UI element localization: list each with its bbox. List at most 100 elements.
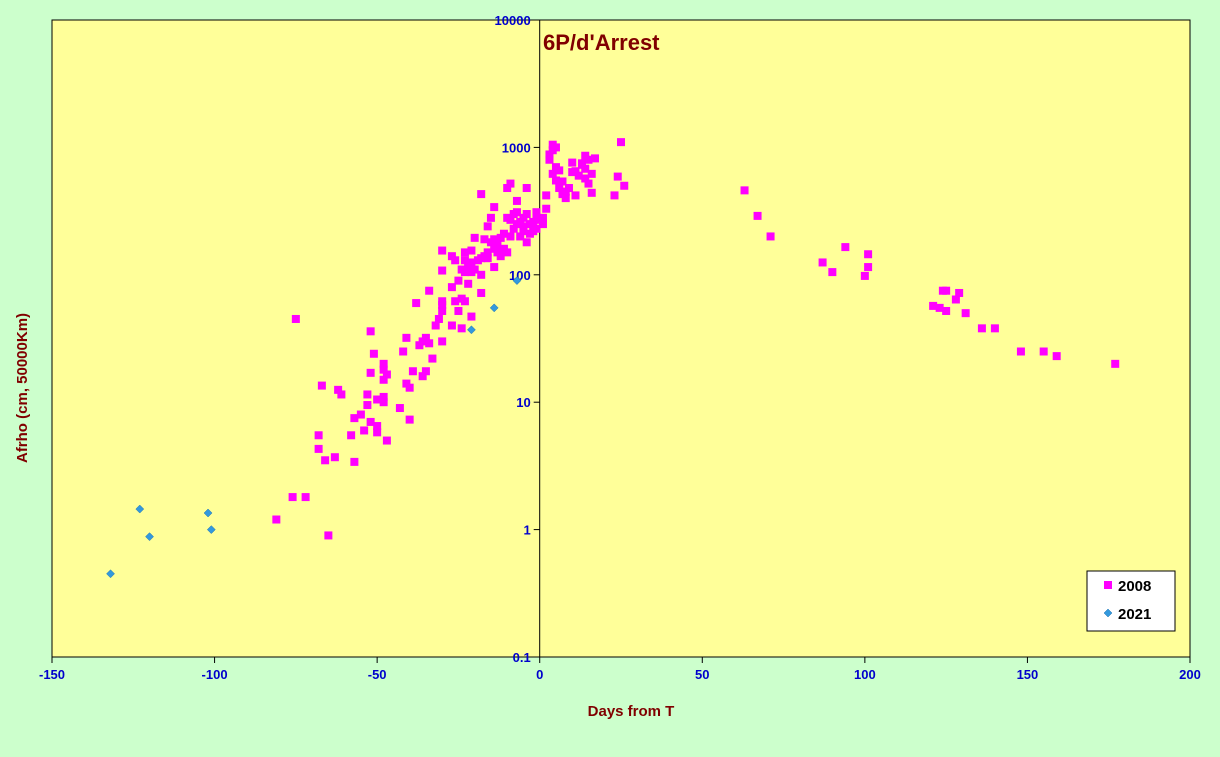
data-point-2008 [480,235,489,244]
data-point-2008 [590,154,599,163]
data-point-2008 [542,204,551,213]
data-point-2008 [1111,359,1120,368]
data-point-2008 [425,286,434,295]
data-point-2008 [587,169,596,178]
data-point-2008 [470,265,479,274]
data-point-2008 [516,217,525,226]
data-point-2008 [350,414,359,423]
data-point-2008 [438,337,447,346]
data-point-2008 [272,515,281,524]
y-tick-label: 1 [523,523,530,538]
x-tick-label: 0 [536,667,543,682]
legend-box [1086,570,1176,632]
data-point-2008 [477,270,486,279]
y-axis-title: Afrho (cm, 50000Km) [14,313,31,463]
data-point-2008 [561,194,570,203]
data-point-2008 [532,224,541,233]
data-point-2021 [106,569,115,579]
data-point-2008 [405,415,414,424]
data-point-2008 [460,256,469,265]
data-point-2008 [564,184,573,193]
data-point-2008 [451,297,460,306]
data-point-2008 [373,395,382,404]
data-point-2008 [291,314,300,323]
data-point-2008 [382,370,391,379]
data-point-2008 [506,215,515,224]
data-point-2008 [379,359,388,368]
data-point-2008 [766,232,775,241]
data-point-2008 [545,150,554,159]
data-point-2008 [467,258,476,267]
data-point-2008 [434,314,443,323]
data-point-2008 [574,171,583,180]
data-point-2008 [955,288,964,297]
data-point-2008 [457,324,466,333]
data-point-2008 [512,196,521,205]
data-point-2008 [405,383,414,392]
data-point-2021 [203,508,213,518]
data-point-2008 [977,324,986,333]
data-point-2008 [464,279,473,288]
data-point-2008 [431,321,440,330]
data-point-2008 [490,263,499,272]
data-point-2008 [584,179,593,188]
data-point-2008 [379,392,388,401]
data-point-2008 [490,235,499,244]
data-point-2008 [961,309,970,318]
data-point-2008 [314,444,323,453]
data-point-2008 [460,268,469,277]
data-point-2008 [753,211,762,220]
data-point-2008 [477,288,486,297]
data-point-2008 [379,375,388,384]
data-point-2008 [519,227,528,236]
x-tick-label: -150 [39,667,65,682]
data-point-2008 [447,283,456,292]
data-point-2008 [503,248,512,257]
data-point-2008 [551,176,560,185]
data-point-2021 [467,325,476,335]
x-tick-label: 150 [1017,667,1039,682]
data-point-2008 [1039,347,1048,356]
data-point-2008 [421,367,430,376]
data-point-2008 [522,184,531,193]
data-point-2008 [522,238,531,247]
data-point-2008 [584,155,593,164]
data-point-2008 [951,295,960,304]
legend-label-2021: 2021 [1118,606,1151,623]
data-point-2008 [486,213,495,222]
data-point-2008 [483,254,492,263]
x-tick-label: 50 [695,667,709,682]
data-point-2008 [571,167,580,176]
x-tick-label: -100 [202,667,228,682]
data-point-2008 [402,333,411,342]
data-point-2008 [509,224,518,233]
data-point-2008 [506,232,515,241]
data-point-2008 [454,306,463,315]
data-point-2008 [412,299,421,308]
data-point-2008 [356,410,365,419]
data-point-2008 [522,210,531,219]
data-point-2008 [317,381,326,390]
data-point-2008 [555,184,564,193]
data-point-2008 [581,164,590,173]
data-point-2008 [496,252,505,261]
data-point-2008 [324,531,333,540]
plot-area [51,19,1191,658]
data-point-2021 [206,525,216,534]
legend-label-2008: 2008 [1118,578,1151,595]
data-point-2008 [360,426,369,435]
data-point-2008 [399,347,408,356]
data-point-2008 [532,208,541,217]
data-point-2008 [447,252,456,261]
data-point-2008 [402,379,411,388]
data-point-2008 [477,190,486,199]
legend: 2008 2021 [1086,570,1176,632]
data-point-2008 [545,155,554,164]
data-point-2008 [451,256,460,265]
data-point-2008 [314,431,323,440]
data-point-2008 [321,456,330,465]
data-point-2008 [438,306,447,315]
data-point-2008 [347,431,356,440]
data-point-2008 [532,215,541,224]
y-tick-label: 10000 [495,13,531,28]
